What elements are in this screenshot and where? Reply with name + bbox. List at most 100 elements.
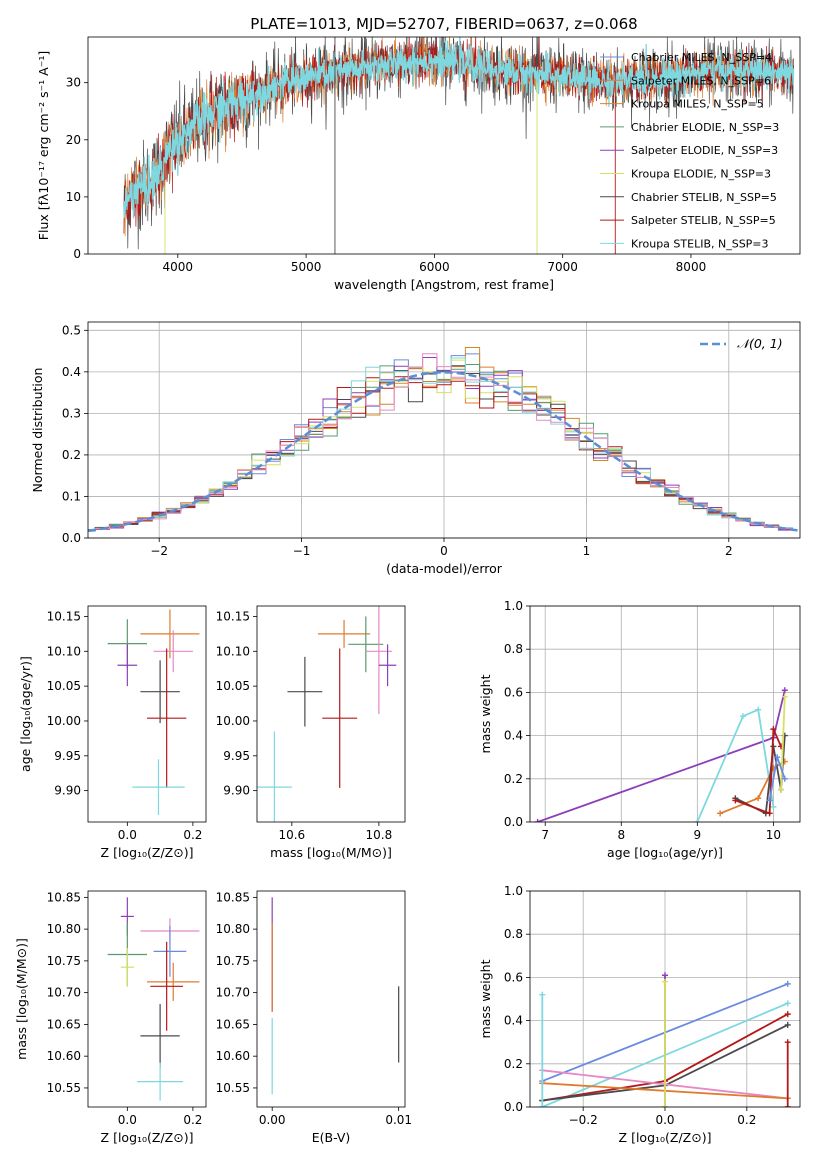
chart-age_vs_mass: 10.6 10.8 9.90 9.95 10.00 10.05 10.10 10.15 mass…	[216, 605, 406, 860]
y-tick-label: 10.10	[47, 644, 81, 658]
plot-area	[257, 606, 397, 822]
x-tick-label: 5000	[291, 260, 322, 274]
y-tick-label: 1.0	[504, 599, 523, 613]
plot-area	[123, 37, 795, 254]
gaussian-curve	[88, 371, 800, 532]
axes-frame	[529, 605, 801, 823]
plot-area	[534, 687, 788, 822]
series-marker	[777, 786, 784, 793]
legend-entry: Kroupa STELIB, N_SSP=3	[631, 237, 769, 250]
x-tick-label: 8	[617, 828, 625, 842]
x-tick-label: 0	[440, 544, 448, 558]
series-marker	[755, 795, 762, 802]
y-tick-label: 10.05	[47, 679, 81, 693]
y-tick-label: 0.0	[504, 1100, 523, 1114]
histogram-kroupa_stelib	[88, 357, 793, 532]
y-tick-label: 10.10	[216, 644, 250, 658]
legend-entry: Chabrier MILES, N_SSP=4	[631, 51, 772, 64]
series-marker	[781, 687, 788, 694]
x-tick-label: 10.6	[278, 828, 305, 842]
series-marker	[781, 693, 788, 700]
y-tick-label: 0.2	[62, 448, 81, 462]
y-tick-label: 9.90	[223, 784, 250, 798]
y-tick-label: 10.85	[216, 890, 250, 904]
y-tick-label: 10.15	[47, 609, 81, 623]
series-marker	[534, 819, 541, 822]
y-tick-label: 0.6	[504, 685, 523, 699]
y-tick-label: 0.1	[62, 489, 81, 503]
chart-age_vs_Z: 0.0 0.2 9.90 9.95 10.00 10.05 10.10 10.15 Z [log…	[18, 605, 207, 860]
plot-area	[88, 347, 800, 532]
plot-area	[271, 897, 400, 1095]
axes-frame	[529, 890, 801, 1108]
axes-frame	[87, 890, 207, 1108]
plot-area	[539, 972, 791, 1107]
x-axis-label: Z [log₁₀(Z/Z⊙)]	[101, 845, 194, 860]
y-tick-label: 10.70	[216, 986, 250, 1000]
chart-weight_vs_Z: −0.2 0.0 0.2 0.0 0.2 0.4 0.6 0.8 1.0 Z [log₁₀(Z/Z…	[478, 884, 801, 1145]
x-tick-label: 0.01	[385, 1113, 412, 1127]
x-axis-label: Z [log₁₀(Z/Z⊙)]	[101, 1130, 194, 1145]
series-marker	[662, 978, 668, 985]
y-tick-label: 10.00	[216, 714, 250, 728]
x-tick-label: 0.2	[737, 1113, 756, 1127]
figure-title: PLATE=1013, MJD=52707, FIBERID=0637, z=0…	[250, 15, 637, 33]
legend-entry: Kroupa MILES, N_SSP=5	[631, 98, 764, 111]
x-tick-label: 7000	[547, 260, 578, 274]
y-tick-label: 0.0	[504, 815, 523, 829]
plot-area	[107, 609, 200, 816]
x-tick-label: 1	[583, 544, 591, 558]
axes-frame	[256, 605, 406, 823]
y-tick-label: 30	[66, 76, 81, 90]
series-marker	[662, 1104, 668, 1107]
series-marker	[774, 754, 781, 761]
chart-mass_vs_Z: 0.0 0.2 10.55 10.60 10.65 10.70 10.75 10.80 10.8…	[14, 890, 207, 1145]
y-tick-label: 9.90	[54, 784, 81, 798]
y-tick-label: 10.00	[47, 714, 81, 728]
y-tick-label: 0.2	[504, 1057, 523, 1071]
y-tick-label: 0.3	[62, 406, 81, 420]
series-marker	[784, 980, 791, 987]
y-tick-label: 0.4	[62, 365, 81, 379]
y-tick-label: 9.95	[223, 749, 250, 763]
axes-frame	[87, 36, 801, 255]
legend-entry: Salpeter MILES, N_SSP=6	[631, 74, 771, 87]
x-axis-label: wavelength [Angstrom, rest frame]	[334, 277, 554, 292]
series-marker	[784, 1000, 791, 1007]
y-tick-label: 0	[73, 247, 81, 261]
x-tick-label: 9	[694, 828, 702, 842]
x-axis-label: Z [log₁₀(Z/Z⊙)]	[619, 1130, 712, 1145]
y-tick-label: 10.55	[216, 1081, 250, 1095]
legend-entry: Kroupa ELODIE, N_SSP=3	[631, 168, 771, 181]
y-axis-label: Flux [fλ10⁻¹⁷ erg cm⁻² s⁻¹ A⁻¹]	[36, 51, 51, 240]
y-tick-label: 0.4	[504, 1014, 523, 1028]
chart-residuals: −2 −1 0 1 2 0.0 0.1 0.2 0.3 0.4 0.5 (data-model)/er…	[30, 321, 801, 576]
legend-entry: Chabrier STELIB, N_SSP=5	[631, 191, 777, 204]
y-tick-label: 9.95	[54, 749, 81, 763]
series-marker	[755, 706, 762, 713]
x-tick-label: 4000	[163, 260, 194, 274]
legend-entry: 𝒩(0, 1)	[737, 336, 783, 351]
y-tick-label: 10.65	[216, 1017, 250, 1031]
series-line-kroupa_stelib	[696, 708, 775, 822]
y-tick-label: 10.75	[216, 954, 250, 968]
x-tick-label: −2	[150, 544, 168, 558]
y-tick-label: 10.80	[216, 922, 250, 936]
series-marker	[784, 1021, 791, 1028]
x-axis-label: E(B-V)	[312, 1130, 351, 1145]
plot-area	[107, 897, 200, 1101]
y-tick-label: 10.60	[216, 1049, 250, 1063]
y-axis-label: age [log₁₀(age/yr)]	[18, 656, 33, 772]
chart-mass_vs_EBV: 0.00 0.01 10.55 10.60 10.65 10.70 10.75 10.80 10…	[216, 890, 412, 1145]
y-tick-label: 20	[66, 133, 81, 147]
y-tick-label: 0.6	[504, 970, 523, 984]
series-marker	[766, 810, 773, 817]
x-tick-label: 10.8	[366, 828, 393, 842]
axes-frame	[256, 890, 406, 1108]
y-tick-label: 10.75	[47, 954, 81, 968]
y-tick-label: 10.65	[47, 1017, 81, 1031]
series-marker	[766, 797, 773, 804]
y-tick-label: 0.2	[504, 772, 523, 786]
y-tick-label: 10.05	[216, 679, 250, 693]
chart-spectrum: 4000 5000 6000 7000 8000 0 10 20 30 wavelength [A…	[36, 36, 801, 292]
